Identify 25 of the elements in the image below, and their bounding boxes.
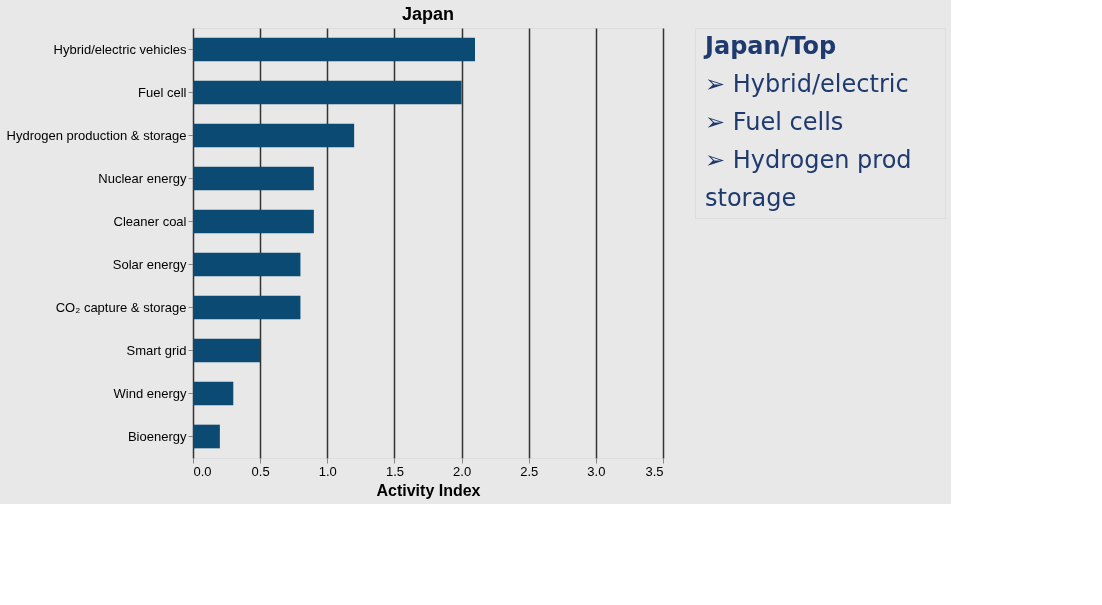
x-axis-title: Activity Index: [376, 481, 481, 499]
x-tick-label: 1.0: [318, 463, 337, 479]
x-tick-label: 2.5: [520, 463, 539, 479]
text: Japan/Top: [703, 32, 837, 60]
chart-title: Japan: [401, 4, 455, 24]
text: ➢ Hybrid/electric: [705, 70, 909, 98]
x-tick-label: 2.0: [453, 463, 472, 479]
y-tick-label: Smart grid: [126, 342, 187, 358]
y-tick-label: Cleaner coal: [113, 213, 187, 229]
y-tick-label: Wind energy: [113, 385, 187, 401]
y-tick-label: Nuclear energy: [98, 170, 187, 186]
y-tick-label: Hydrogen production & storage: [6, 127, 187, 143]
y-tick-label: Hybrid/electric vehicles: [53, 41, 187, 57]
text: ➢ Hydrogen prod: [705, 146, 912, 174]
x-tick-label: 0.5: [251, 463, 270, 479]
y-tick-label: Fuel cell: [138, 84, 187, 100]
x-tick-label: 0.0: [193, 463, 212, 479]
x-tick-label: 3.5: [645, 463, 664, 479]
y-tick-label: CO₂ capture & storage: [55, 299, 187, 315]
x-tick-label: 3.0: [587, 463, 606, 479]
x-tick-label: 1.5: [385, 463, 404, 479]
text: storage: [705, 184, 797, 212]
y-tick-label: Bioenergy: [127, 428, 187, 444]
y-tick-label: Solar energy: [112, 256, 187, 272]
text: ➢ Fuel cells: [705, 108, 844, 136]
